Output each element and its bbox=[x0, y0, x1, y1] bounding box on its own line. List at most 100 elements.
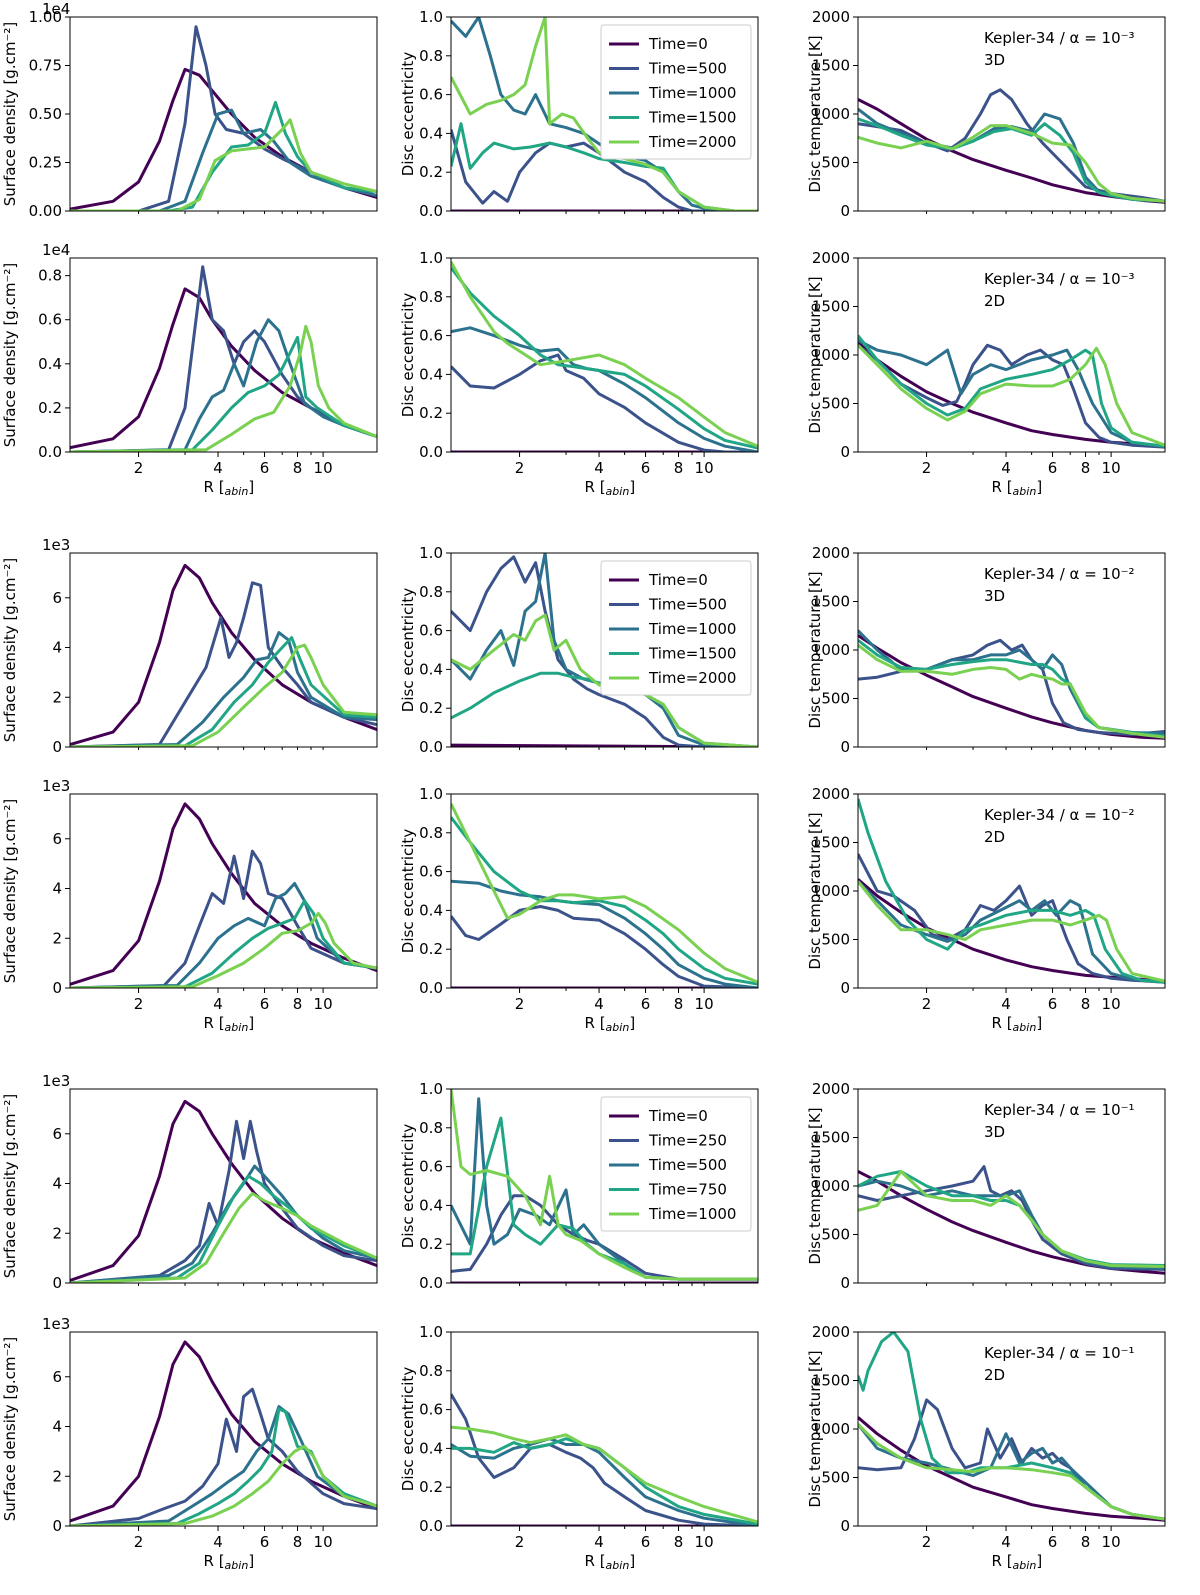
y-tick-label: 0.0 bbox=[419, 738, 443, 756]
y-tick-label: 0 bbox=[52, 738, 62, 756]
legend-box bbox=[600, 24, 752, 160]
x-tick-label: 2 bbox=[515, 1533, 525, 1551]
y-tick-label: 0.6 bbox=[419, 863, 443, 881]
axes-frame bbox=[450, 793, 759, 989]
y-tick-label: 1000 bbox=[812, 882, 850, 900]
y-tick-label: 500 bbox=[821, 1226, 850, 1244]
series-line bbox=[858, 1423, 1165, 1521]
y-tick-label: 0.6 bbox=[419, 1158, 443, 1176]
y-tick-label: 500 bbox=[821, 395, 850, 413]
y-tick-label: 0 bbox=[52, 979, 62, 997]
y-tick-label: 6 bbox=[52, 1368, 62, 1386]
y-multiplier: 1e3 bbox=[42, 536, 70, 554]
y-tick-label: 0.6 bbox=[38, 311, 62, 329]
x-tick-label: 4 bbox=[594, 459, 604, 477]
series-line bbox=[451, 261, 758, 448]
y-tick-label: 0.25 bbox=[29, 154, 62, 172]
y-tick-label: 2000 bbox=[812, 1080, 850, 1098]
panel-c1: 0 500 1000 1500 2000 Disc temperature [K] Kepl… bbox=[806, 8, 1166, 220]
series-line bbox=[451, 1437, 758, 1526]
annotation-dim: 3D bbox=[984, 587, 1005, 605]
y-tick-label: 1.0 bbox=[419, 8, 443, 26]
x-tick-label: 6 bbox=[641, 1533, 651, 1551]
x-axis-label: R [abin] bbox=[992, 478, 1043, 498]
series-group bbox=[70, 265, 377, 452]
y-axis-label: Disc temperature [K] bbox=[806, 812, 824, 969]
series-line bbox=[70, 108, 377, 211]
x-tick-label: 4 bbox=[594, 995, 604, 1013]
axes-frame bbox=[450, 16, 759, 212]
y-tick-label: 0.6 bbox=[419, 1401, 443, 1419]
panel-c2: 0 500 1000 1500 2000 2 4 6 8 10 Disc temperature [… bbox=[806, 249, 1166, 498]
annotation-dim: 2D bbox=[984, 828, 1005, 846]
y-tick-label: 2000 bbox=[812, 249, 850, 267]
series-group bbox=[858, 334, 1165, 449]
series-group bbox=[70, 25, 377, 211]
y-tick-label: 0.0 bbox=[419, 1517, 443, 1535]
x-tick-label: 6 bbox=[1048, 1533, 1058, 1551]
series-line bbox=[70, 265, 377, 452]
series-line bbox=[70, 1387, 377, 1526]
series-line bbox=[451, 353, 758, 452]
y-tick-label: 1.0 bbox=[419, 544, 443, 562]
y-tick-label: 0.8 bbox=[419, 1362, 443, 1380]
y-tick-label: 0.2 bbox=[419, 404, 443, 422]
x-tick-label: 2 bbox=[515, 995, 525, 1013]
y-tick-label: 1000 bbox=[812, 1420, 850, 1438]
legend-label: Time=2000 bbox=[648, 133, 736, 151]
series-line bbox=[858, 88, 1165, 203]
y-tick-label: 0.2 bbox=[419, 163, 443, 181]
x-tick-label: 8 bbox=[1081, 1533, 1091, 1551]
y-tick-label: 0.8 bbox=[419, 1119, 443, 1137]
series-group bbox=[858, 1332, 1165, 1522]
y-tick-label: 0.2 bbox=[419, 699, 443, 717]
y-axis-label: Disc temperature [K] bbox=[806, 1350, 824, 1507]
y-tick-label: 0.8 bbox=[38, 267, 62, 285]
series-line bbox=[858, 880, 1165, 983]
series-line bbox=[451, 879, 758, 988]
series-line bbox=[70, 643, 377, 747]
x-tick-label: 2 bbox=[134, 995, 144, 1013]
x-tick-label: 8 bbox=[674, 1533, 684, 1551]
series-line bbox=[451, 803, 758, 984]
y-tick-label: 0.4 bbox=[419, 1196, 443, 1214]
y-axis-label: Disc temperature [K] bbox=[806, 571, 824, 728]
series-line bbox=[858, 798, 1165, 984]
panel-b2: 0.0 0.2 0.4 0.6 0.8 1.0 2 4 6 8 10 Disc eccentricit… bbox=[399, 249, 759, 498]
y-axis-label: Surface density [g.cm⁻²] bbox=[1, 22, 19, 206]
y-axis-label: Disc eccentricity bbox=[399, 293, 417, 418]
series-line bbox=[858, 1423, 1165, 1521]
x-tick-label: 6 bbox=[641, 459, 651, 477]
y-tick-label: 1500 bbox=[812, 834, 850, 852]
y-tick-label: 4 bbox=[52, 639, 62, 657]
y-tick-label: 0 bbox=[840, 202, 850, 220]
y-tick-label: 6 bbox=[52, 589, 62, 607]
series-line bbox=[858, 107, 1165, 203]
axes-frame bbox=[69, 793, 378, 989]
y-tick-label: 0.8 bbox=[419, 583, 443, 601]
series-line bbox=[451, 1425, 758, 1524]
y-tick-label: 0.4 bbox=[419, 660, 443, 678]
y-tick-label: 500 bbox=[821, 931, 850, 949]
y-tick-label: 1500 bbox=[812, 298, 850, 316]
series-group bbox=[70, 802, 377, 988]
annotation-dim: 3D bbox=[984, 51, 1005, 69]
series-group bbox=[858, 798, 1165, 984]
y-multiplier: 1e3 bbox=[42, 1315, 70, 1333]
y-tick-label: 4 bbox=[52, 1175, 62, 1193]
y-tick-label: 1.00 bbox=[29, 8, 62, 26]
series-line bbox=[70, 335, 377, 452]
series-group bbox=[451, 1089, 758, 1283]
x-tick-label: 10 bbox=[695, 995, 714, 1013]
y-tick-label: 0 bbox=[52, 1517, 62, 1535]
series-line bbox=[70, 67, 377, 211]
series-line bbox=[70, 631, 377, 747]
y-tick-label: 500 bbox=[821, 690, 850, 708]
legend-label: Time=1500 bbox=[648, 645, 736, 663]
series-line bbox=[858, 341, 1165, 448]
series-line bbox=[70, 318, 377, 452]
axes-frame bbox=[69, 1088, 378, 1284]
series-line bbox=[858, 124, 1165, 203]
panel-a1: 0.00 0.25 0.50 0.75 1.00 Surface density [g.c… bbox=[1, 0, 378, 220]
